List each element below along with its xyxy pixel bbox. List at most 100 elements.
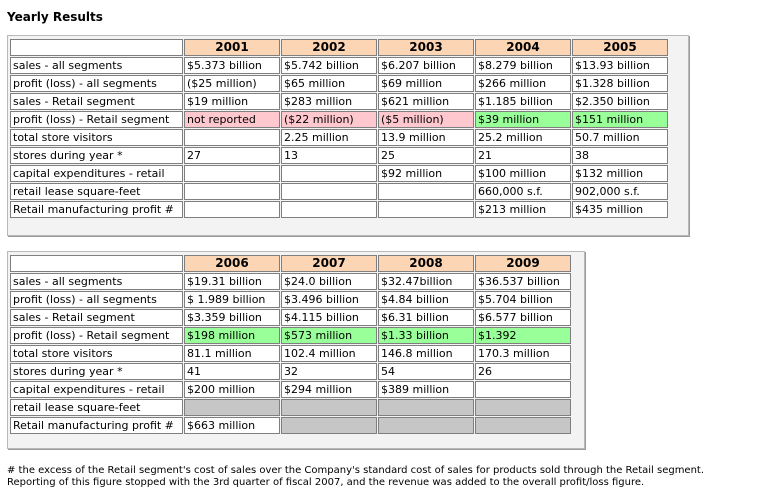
data-cell: 54: [378, 363, 474, 380]
row-label: retail lease square-feet: [10, 183, 183, 200]
year-header-row: 2001 2002 2003 2004 2005: [10, 39, 668, 56]
data-cell: $132 million: [572, 165, 668, 182]
row-label: stores during year *: [10, 147, 183, 164]
data-cell: $5.742 billion: [281, 57, 377, 74]
data-cell: [281, 165, 377, 182]
table-row-capex: capital expenditures - retail $92 millio…: [10, 165, 668, 182]
results-table-2001-2005: 2001 2002 2003 2004 2005 sales - all seg…: [9, 38, 669, 219]
results-panel-2001-2005: 2001 2002 2003 2004 2005 sales - all seg…: [7, 35, 689, 236]
table-row-lease: retail lease square-feet 660,000 s.f. 90…: [10, 183, 668, 200]
unavailable-cell: [378, 399, 474, 416]
unavailable-cell: [475, 417, 571, 434]
data-cell: $8.279 billion: [475, 57, 571, 74]
row-label: profit (loss) - Retail segment: [10, 111, 183, 128]
profit-cell: $39 million: [475, 111, 571, 128]
data-cell: $65 million: [281, 75, 377, 92]
data-cell: ($25 million): [184, 75, 280, 92]
data-cell: 21: [475, 147, 571, 164]
loss-cell: ($22 million): [281, 111, 377, 128]
data-cell: $19 million: [184, 93, 280, 110]
data-cell: $13.93 billion: [572, 57, 668, 74]
unavailable-cell: [281, 399, 377, 416]
data-cell: $213 million: [475, 201, 571, 218]
data-cell: 26: [475, 363, 571, 380]
row-label: sales - all segments: [10, 57, 183, 74]
row-label: profit (loss) - all segments: [10, 291, 183, 308]
data-cell: 81.1 million: [184, 345, 280, 362]
data-cell: $283 million: [281, 93, 377, 110]
table-row-stores: stores during year * 41 32 54 26: [10, 363, 571, 380]
profit-cell: $151 million: [572, 111, 668, 128]
data-cell: 2.25 million: [281, 129, 377, 146]
unavailable-cell: [378, 417, 474, 434]
table-row-capex: capital expenditures - retail $200 milli…: [10, 381, 571, 398]
table-row-lease: retail lease square-feet: [10, 399, 571, 416]
data-cell: 32: [281, 363, 377, 380]
row-label: total store visitors: [10, 345, 183, 362]
footnote: # the excess of the Retail segment's cos…: [7, 465, 767, 489]
data-cell: 13.9 million: [378, 129, 474, 146]
table-row-profit-retail: profit (loss) - Retail segment $198 mill…: [10, 327, 571, 344]
year-header: 2009: [475, 255, 571, 272]
data-cell: [281, 183, 377, 200]
data-cell: $200 million: [184, 381, 280, 398]
data-cell: [184, 165, 280, 182]
data-cell: $3.496 billion: [281, 291, 377, 308]
data-cell: [184, 183, 280, 200]
page-title: Yearly Results: [7, 10, 103, 24]
row-label: profit (loss) - Retail segment: [10, 327, 183, 344]
data-cell: $294 million: [281, 381, 377, 398]
corner-cell: [10, 255, 183, 272]
data-cell: $1.185 billion: [475, 93, 571, 110]
data-cell: $389 million: [378, 381, 474, 398]
data-cell: $5.704 billion: [475, 291, 571, 308]
data-cell: [184, 129, 280, 146]
data-cell: $5.373 billion: [184, 57, 280, 74]
data-cell: 146.8 million: [378, 345, 474, 362]
row-label: Retail manufacturing profit #: [10, 201, 183, 218]
year-header-row: 2006 2007 2008 2009: [10, 255, 571, 272]
results-panel-2006-2009: 2006 2007 2008 2009 sales - all segments…: [7, 251, 585, 449]
data-cell: 170.3 million: [475, 345, 571, 362]
data-cell: $32.47billion: [378, 273, 474, 290]
loss-cell: not reported: [184, 111, 280, 128]
data-cell: 41: [184, 363, 280, 380]
data-cell: [475, 381, 571, 398]
year-header: 2005: [572, 39, 668, 56]
table-row-manufacturing: Retail manufacturing profit # $663 milli…: [10, 417, 571, 434]
table-row-profit-retail: profit (loss) - Retail segment not repor…: [10, 111, 668, 128]
data-cell: $100 million: [475, 165, 571, 182]
year-header: 2008: [378, 255, 474, 272]
data-cell: $24.0 billion: [281, 273, 377, 290]
data-cell: 660,000 s.f.: [475, 183, 571, 200]
data-cell: [378, 201, 474, 218]
row-label: profit (loss) - all segments: [10, 75, 183, 92]
table-row-manufacturing: Retail manufacturing profit # $213 milli…: [10, 201, 668, 218]
year-header: 2002: [281, 39, 377, 56]
data-cell: $663 million: [184, 417, 280, 434]
corner-cell: [10, 39, 183, 56]
profit-cell: $198 million: [184, 327, 280, 344]
table-row-sales-all: sales - all segments $5.373 billion $5.7…: [10, 57, 668, 74]
year-header: 2003: [378, 39, 474, 56]
data-cell: $6.577 billion: [475, 309, 571, 326]
data-cell: $4.115 billion: [281, 309, 377, 326]
loss-cell: ($5 million): [378, 111, 474, 128]
data-cell: $4.84 billion: [378, 291, 474, 308]
data-cell: 102.4 million: [281, 345, 377, 362]
unavailable-cell: [184, 399, 280, 416]
table-row-visitors: total store visitors 81.1 million 102.4 …: [10, 345, 571, 362]
data-cell: 25.2 million: [475, 129, 571, 146]
row-label: capital expenditures - retail: [10, 381, 183, 398]
row-label: sales - Retail segment: [10, 309, 183, 326]
unavailable-cell: [281, 417, 377, 434]
profit-cell: $1.33 billion: [378, 327, 474, 344]
data-cell: $69 million: [378, 75, 474, 92]
data-cell: $1.328 billion: [572, 75, 668, 92]
table-row-profit-all: profit (loss) - all segments $ 1.989 bil…: [10, 291, 571, 308]
table-row-sales-retail: sales - Retail segment $3.359 billion $4…: [10, 309, 571, 326]
data-cell: 902,000 s.f.: [572, 183, 668, 200]
table-row-profit-all: profit (loss) - all segments ($25 millio…: [10, 75, 668, 92]
data-cell: 50.7 million: [572, 129, 668, 146]
year-header: 2006: [184, 255, 280, 272]
